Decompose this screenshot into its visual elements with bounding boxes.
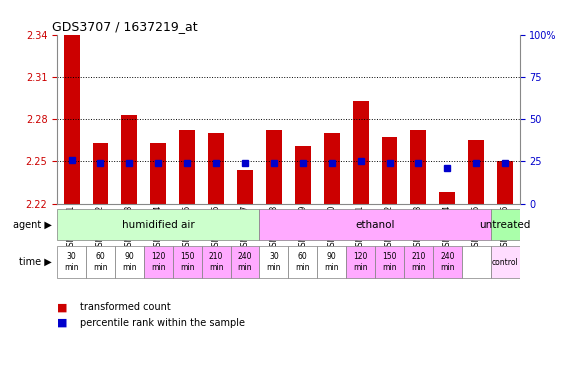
Bar [237, 170, 253, 204]
Bar [144, 246, 173, 278]
Bar [259, 209, 490, 240]
Text: time ▶: time ▶ [19, 257, 51, 267]
Text: 60
min: 60 min [93, 252, 108, 272]
Bar [497, 161, 513, 204]
Text: ethanol: ethanol [355, 220, 395, 230]
Text: 120
min: 120 min [353, 252, 368, 272]
Text: 30
min: 30 min [267, 252, 281, 272]
Text: 30
min: 30 min [65, 252, 79, 272]
Bar [468, 140, 484, 204]
Bar [208, 133, 224, 204]
Bar [404, 246, 433, 278]
Bar [295, 146, 311, 204]
Bar [462, 246, 490, 278]
Text: untreated: untreated [480, 220, 531, 230]
Text: 120
min: 120 min [151, 252, 166, 272]
Text: 150
min: 150 min [382, 252, 397, 272]
Bar [346, 246, 375, 278]
Bar [433, 246, 462, 278]
Text: 240
min: 240 min [440, 252, 455, 272]
Text: GDS3707 / 1637219_at: GDS3707 / 1637219_at [53, 20, 198, 33]
Bar [63, 35, 79, 204]
Bar [57, 246, 86, 278]
Bar [179, 130, 195, 204]
Text: 210
min: 210 min [209, 252, 223, 272]
Bar [490, 246, 520, 278]
Text: percentile rank within the sample: percentile rank within the sample [80, 318, 245, 328]
Bar [317, 246, 346, 278]
Text: 240
min: 240 min [238, 252, 252, 272]
Text: transformed count: transformed count [80, 302, 171, 312]
Bar [172, 246, 202, 278]
Bar [381, 137, 397, 204]
Bar [490, 209, 520, 240]
Text: humidified air: humidified air [122, 220, 195, 230]
Text: 210
min: 210 min [411, 252, 426, 272]
Bar [122, 115, 137, 204]
Text: 90
min: 90 min [324, 252, 339, 272]
Bar [150, 143, 166, 204]
Bar [324, 133, 340, 204]
Bar [440, 192, 455, 204]
Text: ■: ■ [57, 302, 67, 312]
Bar [231, 246, 259, 278]
Bar [93, 143, 108, 204]
Bar [57, 209, 259, 240]
Text: agent ▶: agent ▶ [13, 220, 51, 230]
Bar [353, 101, 368, 204]
Text: 60
min: 60 min [296, 252, 310, 272]
Text: 150
min: 150 min [180, 252, 195, 272]
Text: 90
min: 90 min [122, 252, 136, 272]
Bar [86, 246, 115, 278]
Text: ■: ■ [57, 318, 67, 328]
Bar [115, 246, 144, 278]
Bar [259, 246, 288, 278]
Bar [411, 130, 427, 204]
Bar [266, 130, 282, 204]
Text: control: control [492, 258, 518, 266]
Bar [202, 246, 231, 278]
Bar [375, 246, 404, 278]
Bar [288, 246, 317, 278]
